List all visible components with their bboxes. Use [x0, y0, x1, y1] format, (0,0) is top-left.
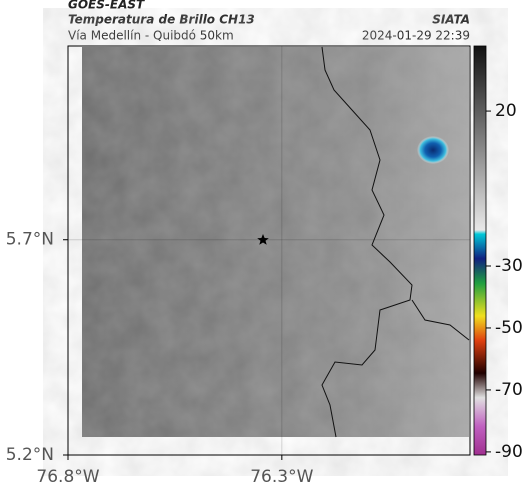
borders: [321, 46, 470, 438]
colorbar-label: 20: [495, 101, 517, 121]
map-frame: [67, 45, 471, 456]
colorbar-label: -50: [495, 318, 523, 338]
colorbar: [473, 45, 487, 456]
colorbar-label: -90: [495, 442, 523, 462]
y-tick-label: 5.7°N: [6, 230, 54, 250]
subtitle: Temperatura de Brillo CH13: [68, 13, 255, 27]
timestamp: 2024-01-29 22:39: [362, 29, 470, 43]
location-marker: [257, 234, 269, 245]
x-tick-label: 76.8°W: [36, 467, 99, 487]
satellite-image: [82, 47, 469, 437]
colorbar-label: -30: [495, 256, 523, 276]
title: GOES-EAST: [68, 0, 145, 12]
x-tick-label: 76.3°W: [250, 467, 313, 487]
y-tick-label: 5.2°N: [6, 445, 54, 465]
location: Vía Medellín - Quibdó 50km: [68, 29, 234, 43]
colorbar-label: -70: [495, 380, 523, 400]
source: SIATA: [432, 13, 470, 27]
